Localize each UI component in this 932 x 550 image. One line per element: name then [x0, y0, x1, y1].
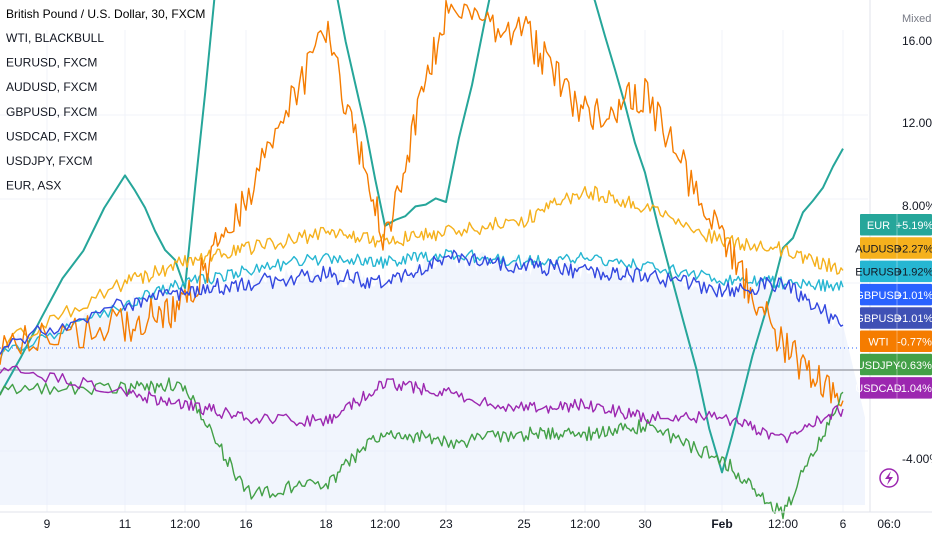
x-tick-label: 18 [319, 517, 333, 531]
price-tag-value: +1.92% [896, 267, 932, 279]
x-tick-label: 6 [840, 517, 847, 531]
chart-title: British Pound / U.S. Dollar, 30, FXCM [6, 7, 205, 21]
y-tick-label: 8.00% [902, 199, 932, 213]
baseline-area-fill [0, 251, 865, 505]
price-tag-symbol: GBPUSD [855, 313, 902, 325]
price-tag-bg [860, 260, 932, 283]
y-tick-label: 12.00% [902, 116, 932, 130]
series-line-usdcad [0, 365, 844, 444]
price-tag-value: -0.63% [897, 360, 932, 372]
series-line-eurusd [0, 248, 844, 361]
price-tag-bg [860, 237, 932, 259]
legend-item[interactable]: GBPUSD, FXCM [6, 105, 97, 119]
price-tag-symbol: GBPUSD [855, 290, 902, 302]
x-tick-label: 12:00 [170, 517, 200, 531]
series-line-gbpusd [0, 249, 844, 355]
series-layer [0, 0, 844, 520]
price-tag-symbol: EURUSD [855, 267, 902, 279]
legend: WTI, BLACKBULL EURUSD, FXCM AUDUSD, FXCM GB… [6, 31, 104, 193]
price-tag-value: -0.77% [897, 337, 932, 349]
legend-item[interactable]: USDCAD, FXCM [6, 129, 97, 143]
price-tag-wti[interactable]: WTI -0.77% [860, 330, 932, 353]
x-tick-label: 30 [638, 517, 652, 531]
price-tag-value: +5.19% [896, 220, 932, 232]
series-line-wti [0, 0, 844, 407]
price-tag-symbol: AUDUSD [855, 243, 902, 255]
x-tick-label: 12:00 [768, 517, 798, 531]
price-tag-value: -1.04% [897, 383, 932, 395]
price-tag-usdjpy[interactable]: USDJPY-0.63% [857, 353, 932, 376]
price-tag-bg [860, 307, 932, 329]
price-tag-audusd[interactable]: AUDUSD+2.27% [855, 237, 932, 259]
legend-item[interactable]: AUDUSD, FXCM [6, 80, 97, 94]
price-tag-value: +1.01% [896, 313, 932, 325]
x-tick-label: Feb [711, 517, 732, 531]
legend-item[interactable]: EURUSD, FXCM [6, 56, 97, 70]
price-tag-value: +1.01% [896, 290, 932, 302]
price-tag-eur[interactable]: EUR +5.19% [860, 214, 932, 236]
price-tag-bg [860, 330, 932, 352]
x-axis: 9 11 12:00 16 18 12:00 23 25 12:00 30 Feb 12:00 6 06:… [44, 517, 901, 531]
x-tick-label: 12:00 [370, 517, 400, 531]
x-tick-label: 9 [44, 517, 51, 531]
price-tag-gbpusd[interactable]: GBPUSD+1.01% [855, 307, 932, 329]
legend-item[interactable]: EUR, ASX [6, 179, 61, 193]
series-line-usdjpy [0, 377, 844, 520]
x-tick-label: 11 [119, 517, 132, 531]
price-tag-bg [860, 377, 932, 399]
x-tick-label: 12:00 [570, 517, 600, 531]
price-tag-symbol: EUR [867, 220, 890, 232]
x-tick-label: 25 [517, 517, 531, 531]
legend-item[interactable]: USDJPY, FXCM [6, 154, 92, 168]
price-tag-symbol: USDJPY [857, 360, 901, 372]
price-tag-eurusd[interactable]: EURUSD+1.92% [855, 260, 932, 283]
price-tag-value: +2.27% [896, 243, 932, 255]
price-tag-bg [860, 353, 932, 376]
x-tick-label: 06:0 [877, 517, 901, 531]
y-tick-label: -4.00% [902, 452, 932, 466]
price-tag-gbpusd[interactable]: GBPUSD+1.01% [855, 283, 932, 306]
legend-item[interactable]: WTI, BLACKBULL [6, 31, 104, 45]
y-axis: 16.00% 12.00% 8.00% -4.00% [902, 34, 932, 466]
price-tag-symbol: WTI [868, 337, 888, 349]
price-tags: EUR +5.19%AUDUSD+2.27%EURUSD+1.92%GBPUSD+… [855, 214, 932, 399]
scale-mode-label[interactable]: Mixed [902, 13, 931, 25]
y-tick-label: 16.00% [902, 34, 932, 48]
price-tag-bg [860, 214, 932, 236]
series-line-eur [0, 0, 844, 474]
price-tag-usdcad[interactable]: USDCAD-1.04% [855, 377, 932, 399]
x-tick-label: 23 [439, 517, 453, 531]
price-tag-symbol: USDCAD [855, 383, 902, 395]
series-line-audusd [0, 185, 844, 354]
price-tag-bg [860, 283, 932, 306]
x-tick-label: 16 [239, 517, 253, 531]
lightning-icon[interactable] [879, 468, 899, 488]
